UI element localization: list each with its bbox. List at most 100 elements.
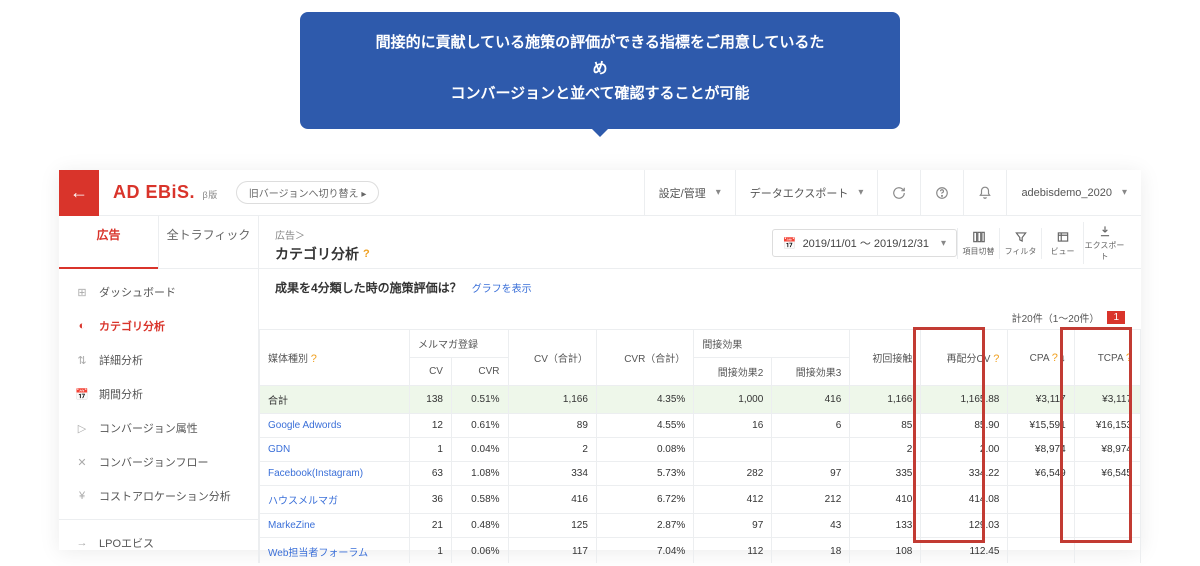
cell-media-name[interactable]: 合計: [260, 386, 410, 414]
sidebar-item-label: 期間分析: [99, 386, 143, 402]
cell-cvr-total: 4.55%: [596, 414, 693, 438]
callout-line1: 間接的に貢献している施策の評価ができる指標をご用意しているため: [370, 30, 830, 81]
columns-icon: [972, 230, 986, 244]
th-media[interactable]: 媒体種別 ?: [260, 330, 410, 386]
show-graph-link[interactable]: グラフを表示: [472, 280, 532, 295]
cell-indirect3: [772, 438, 850, 462]
chevron-down-icon: ▾: [858, 187, 863, 198]
view-label: ビュー: [1051, 246, 1075, 257]
table-row[interactable]: Facebook(Instagram)631.08%3345.73%282973…: [260, 462, 1141, 486]
sidebar-item[interactable]: ✕コンバージョンフロー: [59, 445, 258, 479]
cell-indirect2: [694, 438, 772, 462]
th-redistrib-label: 再配分CV: [947, 354, 991, 365]
cell-media-name[interactable]: Facebook(Instagram): [260, 462, 410, 486]
cell-cpa: [1008, 538, 1074, 564]
cell-indirect3: 97: [772, 462, 850, 486]
page-indicator[interactable]: 1: [1107, 311, 1125, 324]
tab-ad[interactable]: 広告: [59, 216, 159, 268]
cell-indirect2: 282: [694, 462, 772, 486]
refresh-button[interactable]: [877, 170, 920, 215]
cell-media-name[interactable]: MarkeZine: [260, 514, 410, 538]
th-cvr-total[interactable]: CVR（合計）: [596, 330, 693, 386]
help-icon: ?: [993, 353, 999, 365]
sidebar-item[interactable]: → LPOエビス: [59, 526, 258, 560]
tabs-row: 広告 全トラフィック 広告＞ カテゴリ分析? 📅 2019/11/01 ～ 20…: [59, 216, 1141, 269]
table-row[interactable]: Google Adwords120.61%894.55%1668585.90¥1…: [260, 414, 1141, 438]
refresh-icon: [892, 186, 906, 200]
cell-media-name[interactable]: Google Adwords: [260, 414, 410, 438]
sidebar-item-label: LPOエビス: [99, 535, 154, 551]
page-title-text: カテゴリ分析: [275, 244, 359, 264]
cell-cv-total: 334: [508, 462, 596, 486]
main-tabs: 広告 全トラフィック: [59, 216, 259, 268]
cell-first: 133: [850, 514, 921, 538]
help-icon[interactable]: ?: [363, 248, 370, 260]
cell-cv: 1: [410, 538, 452, 564]
sidebar-icon: →: [75, 537, 89, 549]
data-export-menu[interactable]: データエクスポート▾: [735, 170, 878, 215]
cell-first: 85: [850, 414, 921, 438]
tab-all-traffic[interactable]: 全トラフィック: [159, 216, 259, 268]
page-title: カテゴリ分析?: [275, 244, 370, 264]
th-tcpa[interactable]: TCPA ?: [1074, 330, 1140, 386]
filter-tool[interactable]: フィルタ: [999, 228, 1041, 259]
download-icon: [1098, 224, 1112, 238]
settings-label: 設定/管理: [659, 185, 706, 201]
sidebar-item[interactable]: ⊞ダッシュボード: [59, 275, 258, 309]
table-row[interactable]: MarkeZine210.48%1252.87%9743133129.03: [260, 514, 1141, 538]
th-cv-total[interactable]: CV（合計）: [508, 330, 596, 386]
cell-cpa: [1008, 514, 1074, 538]
th-indirect2[interactable]: 間接効果2: [694, 358, 772, 386]
cell-first: 410: [850, 486, 921, 514]
cell-first: 1,166: [850, 386, 921, 414]
notifications-button[interactable]: [963, 170, 1006, 215]
cell-media-name[interactable]: Web担当者フォーラム: [260, 538, 410, 564]
cell-cvr: 0.06%: [451, 538, 508, 564]
th-cvr[interactable]: CVR: [451, 358, 508, 386]
cell-redistrib: 2.00: [921, 438, 1008, 462]
cell-cpa: ¥8,974: [1008, 438, 1074, 462]
sidebar: ⊞ダッシュボード◐カテゴリ分析⇅詳細分析 📅 期間分析 ▷コンバージョン属性✕コンバー…: [59, 269, 259, 563]
topbar-right: 設定/管理▾ データエクスポート▾ adebisdemo_2020▾: [644, 170, 1141, 215]
view-icon: [1056, 230, 1070, 244]
account-menu[interactable]: adebisdemo_2020▾: [1006, 170, 1141, 215]
date-range-picker[interactable]: 📅 2019/11/01 ～ 2019/12/31 ▾: [772, 229, 957, 257]
help-button[interactable]: [920, 170, 963, 215]
help-icon: ?: [311, 353, 317, 365]
table-row[interactable]: GDN10.04%20.08%22.00¥8,974¥8,974: [260, 438, 1141, 462]
sidebar-item-label: コンバージョンフロー: [99, 454, 208, 470]
chevron-down-icon: ▾: [1122, 187, 1127, 198]
chevron-down-icon: ▾: [941, 238, 946, 249]
settings-menu[interactable]: 設定/管理▾: [644, 170, 735, 215]
th-redistrib[interactable]: 再配分CV ?: [921, 330, 1008, 386]
th-cv[interactable]: CV: [410, 358, 452, 386]
th-first-touch[interactable]: 初回接触: [850, 330, 921, 386]
question-row: 成果を4分類した時の施策評価は？ グラフを表示: [259, 269, 1141, 306]
th-cpa-label: CPA: [1030, 353, 1049, 364]
sidebar-item[interactable]: 📅 期間分析: [59, 377, 258, 411]
cell-cv: 21: [410, 514, 452, 538]
back-button[interactable]: ←: [59, 170, 99, 216]
table-row[interactable]: Web担当者フォーラム10.06%1177.04%11218108112.45: [260, 538, 1141, 564]
cell-indirect3: 212: [772, 486, 850, 514]
cell-media-name[interactable]: GDN: [260, 438, 410, 462]
table-row[interactable]: 合計1380.51%1,1664.35%1,0004161,1661,165.8…: [260, 386, 1141, 414]
table-row[interactable]: ハウスメルマガ360.58%4166.72%412212410414.08: [260, 486, 1141, 514]
sidebar-item[interactable]: ▷コンバージョン属性: [59, 411, 258, 445]
cell-cvr: 1.08%: [451, 462, 508, 486]
columns-tool[interactable]: 項目切替: [957, 228, 999, 259]
export-tool[interactable]: エクスポート: [1083, 222, 1125, 264]
cell-media-name[interactable]: ハウスメルマガ: [260, 486, 410, 514]
th-cpa[interactable]: CPA ? ↓: [1008, 330, 1074, 386]
cell-cpa: ¥15,591: [1008, 414, 1074, 438]
th-indirect3[interactable]: 間接効果3: [772, 358, 850, 386]
sidebar-item[interactable]: ⇅詳細分析: [59, 343, 258, 377]
cell-cvr-total: 7.04%: [596, 538, 693, 564]
sidebar-icon: 📅: [75, 388, 89, 401]
version-switch-button[interactable]: 旧バージョンへ切り替え ▸: [236, 181, 380, 204]
cell-cpa: ¥3,117: [1008, 386, 1074, 414]
sidebar-item[interactable]: ¥コストアロケーション分析: [59, 479, 258, 513]
logo: AD EBiS. β版: [113, 182, 218, 203]
view-tool[interactable]: ビュー: [1041, 228, 1083, 259]
sidebar-item[interactable]: ◐カテゴリ分析: [59, 309, 258, 343]
